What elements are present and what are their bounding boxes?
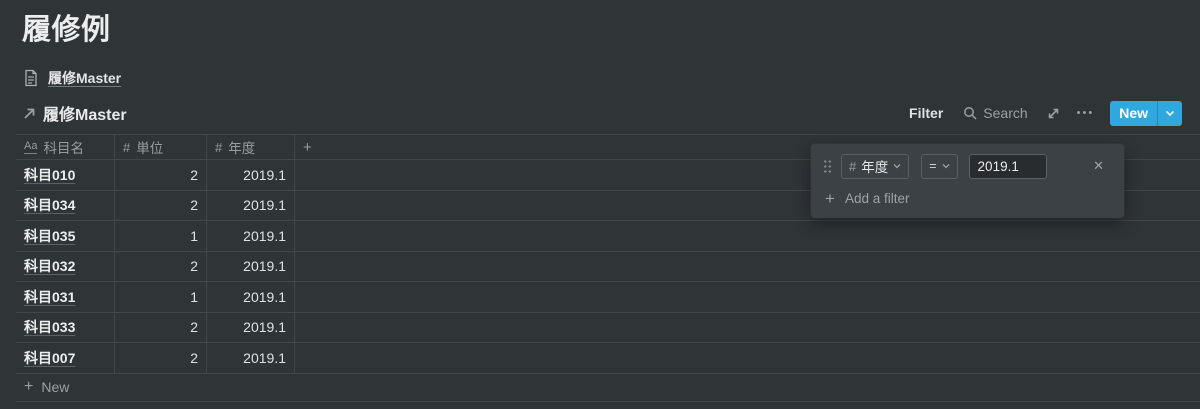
linked-database-title-label: 履修Master [43,107,127,124]
column-header-units[interactable]: # 単位 [115,135,207,159]
table-row[interactable]: 科目033 2 2019.1 [16,312,1200,343]
cell-year[interactable]: 2019.1 [243,319,286,336]
chevron-down-icon [893,163,901,169]
cell-year[interactable]: 2019.1 [243,349,286,366]
new-button-label: New [1119,105,1148,121]
table-row[interactable]: 科目031 1 2019.1 [16,282,1200,313]
table-row[interactable]: 科目007 2 2019.1 [16,343,1200,374]
cell-title[interactable]: 科目007 [24,349,76,366]
linked-database-header: 履修Master Filter Search ••• New [22,100,1182,126]
database-table: Aa 科目名 # 単位 # 年度 + 科目010 2 2019.1 科目034 … [16,134,1200,402]
chevron-down-icon[interactable] [1158,110,1182,117]
filter-value-input[interactable] [968,153,1047,179]
column-header-label: 年度 [228,141,256,156]
cell-units[interactable]: 2 [190,319,198,336]
more-options-button[interactable]: ••• [1076,107,1095,119]
filter-property-label: 年度 [861,160,889,175]
cell-units[interactable]: 1 [190,288,198,305]
plus-icon: + [825,189,835,208]
cell-title[interactable]: 科目032 [24,258,76,275]
table-row[interactable]: 科目034 2 2019.1 [16,190,1200,221]
new-row-button[interactable]: + New [16,374,1200,402]
new-button-divider [1157,100,1158,126]
column-header-year[interactable]: # 年度 [207,135,295,159]
filter-operator-label: = [929,159,937,173]
add-column-button[interactable]: + [295,135,343,159]
expand-icon[interactable] [1046,106,1061,121]
new-row-label: New [41,379,70,395]
close-icon[interactable]: ✕ [1093,158,1104,173]
page-link[interactable]: 履修Master [22,68,121,88]
plus-icon: + [24,378,34,395]
table-header-row: Aa 科目名 # 単位 # 年度 + [16,134,1200,160]
cell-units[interactable]: 2 [190,349,198,366]
table-row[interactable]: 科目035 1 2019.1 [16,221,1200,252]
column-header-title[interactable]: Aa 科目名 [16,135,115,159]
cell-units[interactable]: 2 [190,166,198,183]
cell-year[interactable]: 2019.1 [243,197,286,214]
filter-button[interactable]: Filter [909,105,944,121]
cell-units[interactable]: 2 [190,258,198,275]
view-toolbar: Filter Search ••• New [909,100,1182,126]
cell-year[interactable]: 2019.1 [243,227,286,244]
column-header-label: 科目名 [43,141,84,156]
arrow-ne-icon [22,106,37,121]
filter-rule-row: # 年度 = ✕ [823,153,1110,179]
cell-title[interactable]: 科目033 [24,319,76,336]
number-property-icon: # [215,139,223,155]
chevron-down-icon [942,163,950,169]
cell-title[interactable]: 科目034 [24,197,76,214]
cell-year[interactable]: 2019.1 [243,258,286,275]
page-title: 履修例 [22,14,111,46]
cell-units[interactable]: 2 [190,197,198,214]
cell-title[interactable]: 科目010 [24,166,76,183]
add-filter-button[interactable]: + Add a filter [823,190,1110,207]
cell-title[interactable]: 科目035 [24,227,76,244]
linked-database-title[interactable]: 履修Master [22,101,127,125]
document-icon [22,69,40,87]
number-property-icon: # [123,139,131,155]
cell-title[interactable]: 科目031 [24,288,76,305]
table-row[interactable]: 科目032 2 2019.1 [16,251,1200,282]
drag-handle-icon[interactable] [823,159,832,173]
search-button[interactable]: Search [963,105,1028,121]
search-label: Search [983,105,1028,121]
add-filter-label: Add a filter [844,191,910,206]
filter-popup: # 年度 = ✕ + Add a filter [811,144,1124,218]
text-property-icon: Aa [24,139,38,154]
number-property-icon: # [849,158,857,174]
cell-units[interactable]: 1 [190,227,198,244]
column-header-label: 単位 [136,141,164,156]
cell-year[interactable]: 2019.1 [243,288,286,305]
plus-icon: + [303,138,312,156]
table-row[interactable]: 科目010 2 2019.1 [16,160,1200,191]
filter-operator-select[interactable]: = [921,153,958,179]
filter-property-select[interactable]: # 年度 [841,153,910,179]
page-link-label[interactable]: 履修Master [48,70,122,86]
cell-year[interactable]: 2019.1 [243,166,286,183]
new-button[interactable]: New [1110,100,1182,126]
search-icon [963,106,977,120]
